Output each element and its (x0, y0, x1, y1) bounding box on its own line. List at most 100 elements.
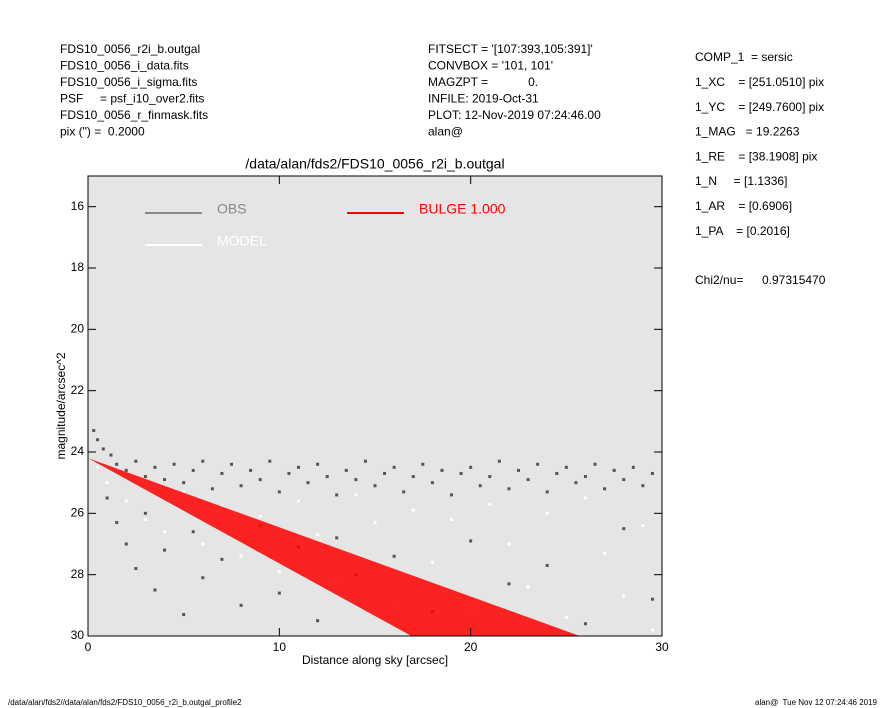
point (191, 468, 195, 472)
point (277, 570, 281, 574)
point (459, 471, 463, 475)
point (143, 475, 147, 479)
y-tick-label: 28 (71, 567, 85, 581)
header-right-line: 1_YC = [249.7600] pix (695, 100, 824, 114)
point (316, 619, 320, 623)
plot-area (88, 429, 654, 636)
header-left-line: FDS10_0056_r2i_b.outgal (60, 42, 200, 56)
point (450, 493, 454, 497)
point (488, 475, 492, 479)
point (612, 468, 616, 472)
chi-label: Chi2/nu= (695, 273, 743, 287)
point (650, 597, 654, 601)
point (641, 484, 645, 488)
legend-label: MODEL (217, 233, 267, 249)
header-middle-line: CONVBOX = '101, 101' (428, 59, 553, 73)
point (277, 591, 281, 595)
point (411, 508, 415, 512)
point (182, 490, 186, 494)
point (92, 429, 96, 433)
point (631, 465, 635, 469)
point (421, 462, 425, 466)
footer-left: /data/alan/fds2//data/alan/fds2/FDS10_00… (8, 698, 242, 707)
y-tick-label: 24 (71, 444, 85, 458)
point (430, 481, 434, 485)
point (316, 533, 320, 537)
point (344, 468, 348, 472)
point (134, 459, 138, 463)
point (335, 536, 339, 540)
point (115, 462, 119, 466)
point (239, 484, 243, 488)
point (622, 594, 626, 598)
x-tick-label: 10 (273, 640, 287, 654)
chi-value: 0.97315470 (762, 273, 826, 287)
point (105, 481, 109, 485)
point (383, 471, 387, 475)
y-tick-label: 16 (71, 199, 85, 213)
point (545, 511, 549, 515)
y-tick-label: 30 (71, 628, 85, 642)
point (450, 517, 454, 521)
point (258, 478, 262, 482)
y-tick-label: 22 (71, 383, 85, 397)
point (363, 459, 367, 463)
point (603, 487, 607, 491)
point (402, 490, 406, 494)
point (101, 447, 105, 451)
point (124, 468, 128, 472)
point (603, 551, 607, 555)
header-middle-line: MAGZPT = 0. (428, 75, 538, 89)
point (507, 542, 511, 546)
header-right-line: 1_RE = [38.1908] pix (695, 149, 817, 163)
header-middle-line: alan@ (428, 125, 463, 139)
point (96, 438, 100, 442)
point (143, 517, 147, 521)
point (373, 521, 377, 525)
point (583, 496, 587, 500)
y-tick-label: 26 (71, 506, 85, 520)
point (124, 542, 128, 546)
bulge-area (88, 458, 580, 636)
point (124, 499, 128, 503)
plot-background (88, 176, 662, 636)
point (210, 487, 214, 491)
point (277, 490, 281, 494)
header-middle-line: FITSECT = '[107:393,105:391]' (428, 42, 593, 56)
point (430, 560, 434, 564)
header-right-line: 1_AR = [0.6906] (695, 199, 792, 213)
point (574, 481, 578, 485)
header-middle-line: INFILE: 2019-Oct-31 (428, 92, 539, 106)
point (287, 471, 291, 475)
point (220, 557, 224, 561)
point (163, 548, 167, 552)
point (153, 588, 157, 592)
point (641, 524, 645, 528)
point (650, 471, 654, 475)
point (201, 576, 205, 580)
legend-label: OBS (217, 201, 247, 217)
header-right-line: COMP_1 = sersic (695, 50, 793, 64)
point (564, 616, 568, 620)
header-right-line: 1_PA = [0.2016] (695, 224, 790, 238)
point (163, 530, 167, 534)
chart-title: /data/alan/fds2/FDS10_0056_r2i_b.outgal (245, 156, 504, 172)
y-tick-label: 20 (71, 322, 85, 336)
point (622, 527, 626, 531)
point (191, 530, 195, 534)
legend-label: BULGE 1.000 (419, 201, 506, 217)
point (296, 499, 300, 503)
x-axis-label: Distance along sky [arcsec] (302, 653, 448, 667)
point (469, 539, 473, 543)
header-right-line: 1_MAG = 19.2263 (695, 125, 800, 139)
point (507, 487, 511, 491)
point (96, 465, 100, 469)
point (488, 502, 492, 506)
point (497, 459, 501, 463)
point (335, 493, 339, 497)
point (650, 628, 654, 632)
point (526, 478, 530, 482)
point (392, 554, 396, 558)
point (440, 468, 444, 472)
point (258, 514, 262, 518)
